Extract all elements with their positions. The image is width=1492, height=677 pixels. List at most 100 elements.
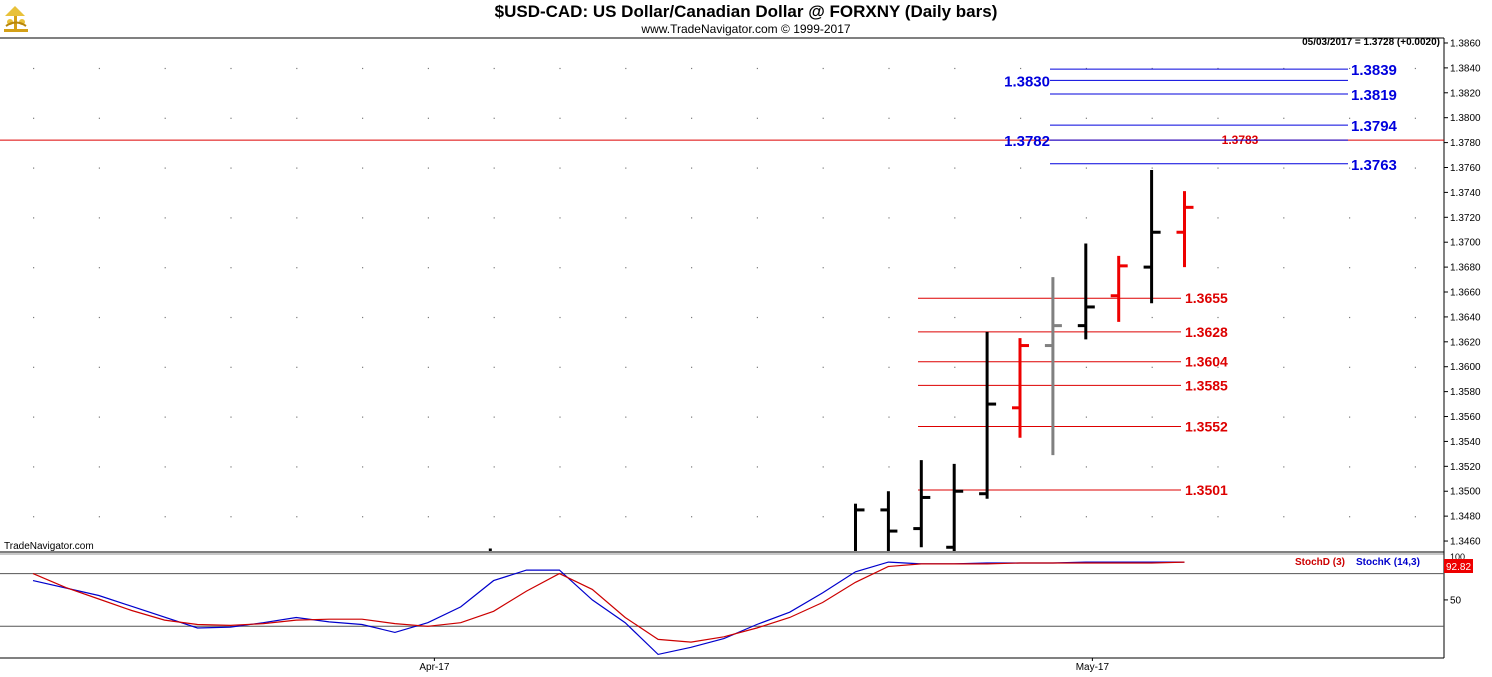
grid-dot [954,217,956,219]
grid-dot [888,117,890,119]
grid-dot [756,67,758,70]
price-tick-label: 1.3640 [1450,312,1481,323]
ohlc-bar [854,503,865,551]
grid-dot [296,167,298,169]
grid-dot [1151,416,1153,418]
grid-dot [756,167,758,169]
grid-dot [691,416,693,418]
grid-dot [164,516,166,518]
grid-dot [822,267,824,269]
grid-dot [559,516,561,518]
grid-dot [1349,67,1351,70]
price-tick-label: 1.3660 [1450,288,1481,299]
grid-dot [822,67,824,70]
grid-dot [98,516,100,518]
grid-dot [1020,466,1022,468]
ohlc-bar [913,460,931,548]
grid-dot [98,267,100,269]
grid-dot [1085,466,1087,468]
grid-dot [1349,267,1351,269]
price-tick-label: 1.3700 [1450,238,1481,249]
grid-dot [1151,366,1153,368]
grid-dot [1020,217,1022,219]
grid-dot [33,316,35,319]
grid-dot [822,416,824,418]
grid-dot [164,267,166,269]
grid-dot [1414,67,1416,70]
grid-dot [1085,67,1087,70]
price-tick-label: 1.3820 [1450,88,1481,99]
grid-dot [33,67,35,70]
grid-dot [362,167,364,169]
grid-dot [954,416,956,418]
ohlc-bars [488,169,1194,551]
grid-dot [1085,167,1087,169]
grid-dot [691,117,693,119]
grid-dot [822,466,824,468]
grid-dot [559,316,561,319]
blue-level-label: 1.3794 [1351,118,1398,135]
grid-dot [296,466,298,468]
grid-dot [1414,117,1416,119]
red-level-label: 1.3552 [1185,418,1228,434]
x-tick-label: May-17 [1076,662,1110,673]
ohlc-bar [1143,169,1161,304]
grid-dot [1085,416,1087,418]
watermark-text: TradeNavigator.com [4,541,94,552]
grid-dot [822,516,824,518]
grid-dot [1085,117,1087,119]
grid-dot [1283,67,1285,70]
grid-dot [33,217,35,219]
grid-dot [756,416,758,418]
grid-dot [98,466,100,468]
grid-dot [98,167,100,169]
grid-dot [296,416,298,418]
grid-dot [888,366,890,368]
grid-dot [559,167,561,169]
grid-dot [1349,217,1351,219]
grid-dot [493,516,495,518]
grid-dot [559,416,561,418]
grid-dot [362,366,364,368]
grid-dot [1217,316,1219,319]
grid-dot [296,516,298,518]
grid-dot [954,67,956,70]
blue-level-label: 1.3782 [1004,133,1050,150]
grid-dot [822,117,824,119]
grid-dot [427,117,429,119]
chart-title: $USD-CAD: US Dollar/Canadian Dollar @ FO… [494,2,998,21]
grid-dot [296,67,298,70]
grid-dot [362,67,364,70]
grid-dot [691,67,693,70]
grid-dot [427,316,429,319]
grid-dot [98,67,100,70]
ohlc-bar [1077,243,1095,340]
price-tick-label: 1.3500 [1450,487,1481,498]
grid-dot [1151,316,1153,319]
grid-dot [1217,117,1219,119]
blue-level-label: 1.3830 [1004,73,1050,90]
grid-dot [362,466,364,468]
price-tick-label: 1.3680 [1450,263,1481,274]
grid-dot [164,117,166,119]
price-tick-label: 1.3520 [1450,462,1481,473]
grid-dot [1414,516,1416,518]
price-tick-label: 1.3580 [1450,387,1481,398]
grid-dot [1414,316,1416,319]
grid-dot [625,516,627,518]
grid-dot [1085,366,1087,368]
grid-dot [1020,117,1022,119]
grid-dot [362,217,364,219]
grid-dot [625,217,627,219]
grid-dot [98,217,100,219]
grid-dot [625,167,627,169]
grid-dot [1283,466,1285,468]
grid-dot [362,316,364,319]
grid-dot [1217,416,1219,418]
ohlc-bar [1176,191,1194,268]
grid-dot [1217,267,1219,269]
ohlc-bar [946,463,964,551]
value-badge-label: 92.82 [1446,562,1471,573]
price-tick-label: 1.3740 [1450,188,1481,199]
grid-dot [625,416,627,418]
